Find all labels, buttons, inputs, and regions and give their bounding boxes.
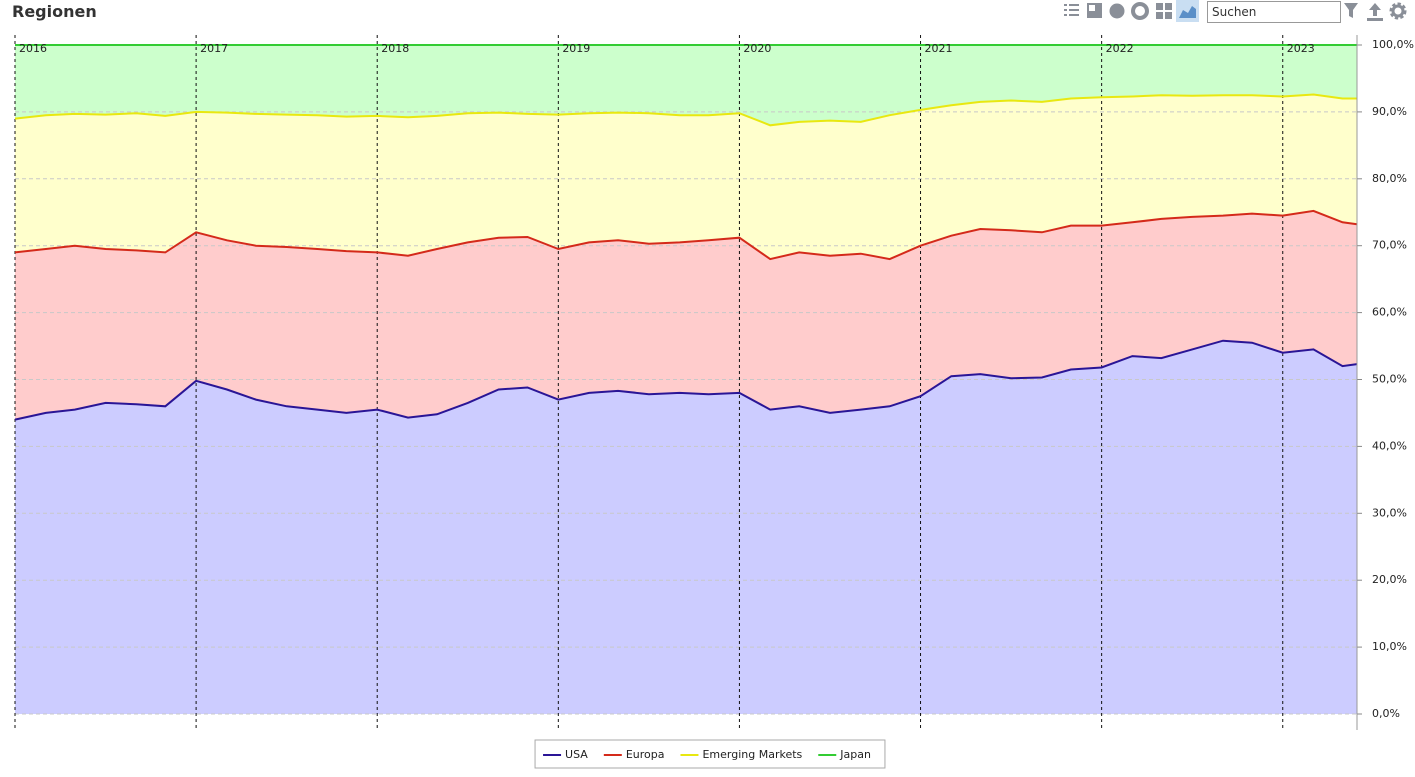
area — [15, 45, 1357, 126]
settings-icon[interactable] — [1389, 2, 1407, 20]
legend-label: USA — [565, 748, 588, 761]
area-chart-icon[interactable] — [1176, 0, 1199, 22]
line — [14, 93, 1357, 127]
line — [14, 209, 1358, 261]
export-icon[interactable] — [1367, 3, 1383, 21]
area — [15, 210, 1357, 420]
y-tick-label: 0,0% — [1372, 707, 1400, 720]
plot-areas — [15, 45, 1357, 714]
pie-icon[interactable] — [1109, 3, 1125, 19]
x-tick-label: 2019 — [562, 42, 590, 55]
x-tick-label: 2016 — [19, 42, 47, 55]
list-icon[interactable] — [1064, 4, 1079, 16]
y-tick-label: 40,0% — [1372, 439, 1407, 452]
x-tick-label: 2020 — [743, 42, 771, 55]
legend-item: Europa — [603, 748, 665, 761]
y-tick-label: 100,0% — [1372, 38, 1414, 51]
tiles-icon[interactable] — [1156, 3, 1172, 19]
panel-title: Regionen — [12, 2, 97, 21]
donut-icon[interactable] — [1131, 2, 1149, 20]
x-tick-label: 2018 — [381, 42, 409, 55]
x-tick-label: 2017 — [200, 42, 228, 55]
search-input[interactable] — [1207, 1, 1341, 23]
y-tick-label: 20,0% — [1372, 573, 1407, 586]
legend-item: USA — [543, 748, 588, 761]
legend-label: Europa — [626, 748, 665, 761]
y-tick-label: 10,0% — [1372, 640, 1407, 653]
x-tick-label: 2023 — [1287, 42, 1315, 55]
y-tick-label: 80,0% — [1372, 172, 1407, 185]
y-tick-label: 90,0% — [1372, 105, 1407, 118]
grid — [14, 35, 1362, 730]
y-tick-label: 30,0% — [1372, 506, 1407, 519]
x-tick-label: 2022 — [1106, 42, 1134, 55]
legend-label: Emerging Markets — [702, 748, 802, 761]
plot-lines — [14, 44, 1358, 421]
y-tick-label: 50,0% — [1372, 373, 1407, 386]
y-tick-label: 70,0% — [1372, 239, 1407, 252]
area — [15, 340, 1357, 714]
x-tick-label: 2021 — [925, 42, 953, 55]
filter-icon[interactable] — [1344, 3, 1358, 18]
y-tick-label: 60,0% — [1372, 306, 1407, 319]
legend-label: Japan — [839, 748, 871, 761]
legend-item: Emerging Markets — [680, 748, 803, 761]
treemap-icon[interactable] — [1087, 3, 1102, 18]
legend: USA Europa Emerging Markets Japan — [534, 739, 886, 769]
line — [14, 339, 1358, 421]
legend-item: Japan — [818, 748, 871, 761]
area — [15, 94, 1357, 260]
